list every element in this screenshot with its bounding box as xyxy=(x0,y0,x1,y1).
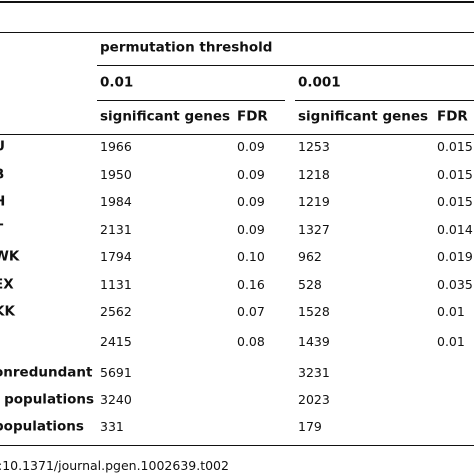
cell: 0.019 xyxy=(437,248,473,264)
rule xyxy=(0,32,474,33)
cell: 1794 xyxy=(100,248,132,264)
cell: 0.08 xyxy=(237,333,265,349)
column-header: significant genes xyxy=(100,108,231,125)
rule xyxy=(97,100,285,101)
cell: 1528 xyxy=(298,303,330,319)
cell: 1439 xyxy=(298,333,330,349)
cell: 0.01 xyxy=(437,333,465,349)
doi-footer: :10.1371/journal.pgen.1002639.t002 xyxy=(0,457,229,473)
cell: 3240 xyxy=(100,391,132,407)
cell: 1950 xyxy=(100,166,132,182)
cell: 2023 xyxy=(298,391,330,407)
column-header: significant genes xyxy=(298,108,429,125)
rule xyxy=(97,65,474,66)
cell: 2415 xyxy=(100,333,132,349)
row-label: WK xyxy=(0,248,20,265)
cell: 1131 xyxy=(100,276,132,292)
cell: 1219 xyxy=(298,193,330,209)
cell: 0.07 xyxy=(237,303,265,319)
threshold-header: 0.001 xyxy=(298,74,341,91)
cell: 1327 xyxy=(298,221,330,237)
row-label: onredundant xyxy=(0,364,93,381)
row-label: H xyxy=(0,195,5,209)
cell: 331 xyxy=(100,418,124,434)
cell: 0.10 xyxy=(237,248,265,264)
bottom-rule xyxy=(0,445,474,446)
row-label: U xyxy=(0,140,5,154)
cell: 2562 xyxy=(100,303,132,319)
cell: 0.015 xyxy=(437,138,473,154)
row-label: T xyxy=(0,222,3,237)
cell: 0.09 xyxy=(237,193,265,209)
row-label: : populations xyxy=(0,391,95,408)
group-header: permutation threshold xyxy=(100,39,273,56)
cell: 0.09 xyxy=(237,221,265,237)
cell: 0.015 xyxy=(437,166,473,182)
row-label: EX xyxy=(0,275,14,292)
cell: 0.035 xyxy=(437,276,473,292)
rule xyxy=(0,134,474,135)
column-header: FDR xyxy=(237,108,268,125)
top-rule xyxy=(0,1,474,3)
row-label: KK xyxy=(0,303,15,320)
cell: 962 xyxy=(298,248,322,264)
cell: 0.015 xyxy=(437,193,473,209)
cell: 0.16 xyxy=(237,276,265,292)
cell: 0.014 xyxy=(437,221,473,237)
cell: 0.09 xyxy=(237,166,265,182)
cell: 1984 xyxy=(100,193,132,209)
cell: 0.09 xyxy=(237,138,265,154)
cell: 179 xyxy=(298,418,322,434)
cell: 5691 xyxy=(100,364,132,380)
row-label: B xyxy=(0,167,4,182)
rule xyxy=(295,100,474,101)
cell: 528 xyxy=(298,276,322,292)
column-header: FDR xyxy=(437,108,468,125)
cell: 0.01 xyxy=(437,303,465,319)
cell: 1218 xyxy=(298,166,330,182)
cell: 1253 xyxy=(298,138,330,154)
cell: 1966 xyxy=(100,138,132,154)
cell: 3231 xyxy=(298,364,330,380)
threshold-header: 0.01 xyxy=(100,74,134,91)
row-label: populations xyxy=(0,418,84,435)
cell: 2131 xyxy=(100,221,132,237)
